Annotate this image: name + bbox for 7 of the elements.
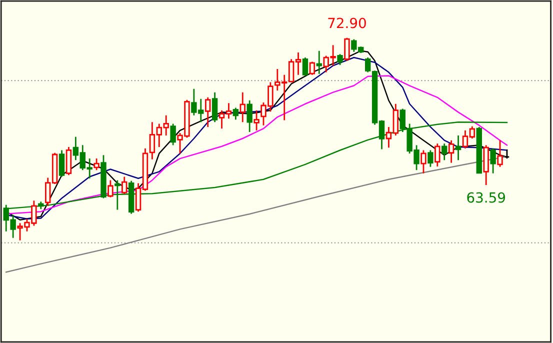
candlestick	[455, 134, 462, 161]
annotation: 72.90	[328, 18, 366, 28]
candlestick	[316, 50, 322, 75]
candlestick	[246, 100, 252, 133]
annotation: 63.59	[467, 192, 505, 203]
candlestick	[240, 92, 246, 123]
candlestick	[483, 144, 489, 186]
